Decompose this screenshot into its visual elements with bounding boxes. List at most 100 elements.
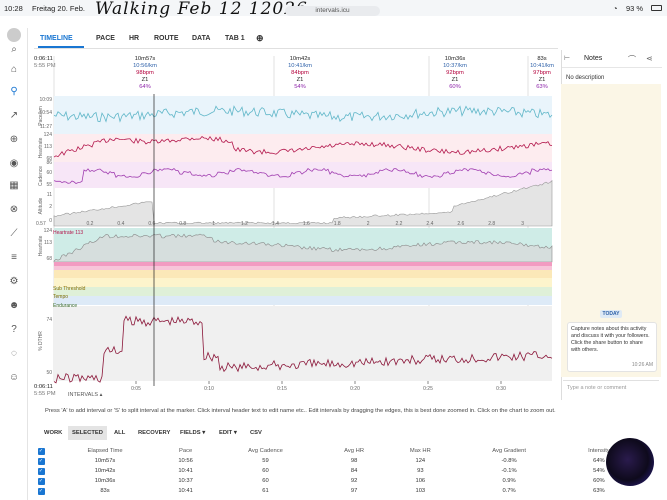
avatar[interactable] [7, 28, 21, 42]
trend-icon[interactable]: ↗ [9, 110, 19, 121]
timeline-chart[interactable]: 10:0910:5411:271241136886605511201241136… [34, 56, 556, 401]
interval-intensity: 63% [536, 84, 548, 90]
end-clock: 5:55 PM [34, 391, 56, 397]
cell: 60% [593, 478, 605, 484]
select-all-checkbox[interactable]: ✓ [37, 447, 45, 455]
csv-button[interactable]: CSV [250, 430, 262, 436]
edit-dropdown[interactable]: EDIT ▾ [219, 430, 237, 436]
cell: 10m57s [94, 458, 116, 464]
cell: 0.7% [502, 488, 516, 494]
tab-tab1[interactable]: TAB 1 [225, 35, 245, 42]
interval-zone: Z1 [141, 77, 149, 83]
recovery-button[interactable]: RECOVERY [138, 430, 171, 436]
cell: 10m36s [94, 478, 116, 484]
intervals-toggle[interactable]: INTERVALS ▴ [68, 392, 103, 398]
distance-tick: 0.2 [87, 221, 94, 227]
note-input[interactable]: Type a note or comment [563, 380, 659, 396]
end-time: 0:06:11 5:55 PM [34, 384, 56, 398]
table-row[interactable]: ✓ 10m42s 10:41 60 84 93 -0.1% 54% [34, 466, 634, 476]
face-icon[interactable]: ☺ [8, 372, 20, 383]
start-time: 0:06:11 5:55 PM [34, 56, 56, 70]
tab-pace[interactable]: PACE [96, 35, 115, 42]
tab-timeline[interactable]: TIMELINE [40, 35, 73, 42]
col-avg-hr[interactable]: Avg HR [344, 448, 365, 454]
compare-icon[interactable]: ⊗ [9, 204, 19, 215]
col-max-hr[interactable]: Max HR [409, 448, 431, 454]
distance-tick: 2 [367, 221, 370, 227]
distance-tick: 3 [521, 221, 524, 227]
table-row[interactable]: ✓ 83s 10:41 61 97 103 0.7% 63% [34, 486, 634, 496]
add-tab-icon[interactable]: ⊕ [256, 33, 264, 43]
chart-icon[interactable]: ⟋ [10, 228, 18, 239]
plus-circle-icon[interactable]: ⊕ [9, 134, 19, 145]
work-button[interactable]: WORK [44, 430, 63, 436]
share-icon[interactable]: ⋖ [646, 54, 653, 63]
all-button[interactable]: ALL [114, 430, 126, 436]
interval-zone: Z1 [538, 77, 546, 83]
panel-label: Cadence [38, 166, 44, 186]
search-list-icon[interactable]: ≡ [11, 252, 17, 263]
distance-tick: 1.6 [303, 221, 310, 227]
battery-icon [651, 5, 662, 11]
interval-header-1[interactable]: 10m57s 10:56/km 98bpm Z1 64% [120, 56, 170, 91]
interval-zone: Z1 [296, 77, 304, 83]
interval-hr: 84bpm [291, 70, 309, 76]
search-icon[interactable]: ⌕ [11, 44, 17, 55]
distance-tick: 1.2 [241, 221, 248, 227]
col-elapsed[interactable]: Elapsed Time [87, 448, 123, 454]
interval-header-3[interactable]: 10m36s 10:37/km 92bpm Z1 60% [430, 56, 480, 91]
help-icon[interactable]: ? [11, 324, 17, 335]
distance-tick: 0.4 [117, 221, 124, 227]
zone-endurance [54, 287, 552, 296]
col-intensity[interactable]: Intensity [588, 448, 610, 454]
cell: 10:41 [178, 488, 193, 494]
people-icon[interactable]: ☻ [8, 300, 20, 311]
settings-icon[interactable]: ⚙ [9, 276, 19, 287]
table-row[interactable]: ✓ 10m57s 10:56 59 98 124 -0.8% 64% [34, 456, 634, 466]
tab-hr[interactable]: HR [129, 35, 140, 42]
dthr-line [53, 315, 553, 384]
selected-button[interactable]: SELECTED [68, 426, 107, 440]
interval-duration: 10m57s [134, 56, 156, 62]
fitness-icon[interactable]: ◉ [9, 158, 19, 169]
table-row[interactable]: ✓ 10m36s 10:37 60 92 106 0.9% 60% [34, 476, 634, 486]
activity-icon[interactable]: ⚲ [10, 86, 18, 97]
attach-icon[interactable]: ⌒ [628, 55, 636, 64]
end-elapsed: 0:06:11 [34, 384, 53, 390]
cadence-tick: 55 [46, 182, 52, 188]
fields-dropdown[interactable]: FIELDS ▾ [180, 430, 206, 436]
pace-tick: 10:09 [39, 97, 52, 103]
note-time: 10:26 AM [631, 362, 653, 368]
interval-header-2[interactable]: 10m42s 10:41/km 84bpm Z1 54% [275, 56, 325, 91]
collapse-icon[interactable]: ⊢ [564, 55, 571, 62]
url-bar[interactable]: intervals.icu [285, 6, 380, 16]
interval-intensity: 60% [449, 84, 461, 90]
col-pace[interactable]: Pace [178, 448, 193, 454]
start-clock: 5:55 PM [34, 63, 56, 69]
siri-orb[interactable] [606, 438, 654, 486]
panel-label: Pace/km [38, 106, 44, 125]
tab-route[interactable]: ROUTE [154, 35, 179, 42]
no-description[interactable]: No description [566, 75, 605, 81]
zone-label-tempo: Tempo [53, 294, 69, 300]
altitude-tick: 11 [47, 192, 52, 198]
row-checkbox[interactable]: ✓ [37, 467, 45, 475]
interval-header-4[interactable]: 83s 10:41/km 97bpm Z1 63% [528, 56, 556, 91]
row-checkbox[interactable]: ✓ [37, 477, 45, 485]
zone-label-sub-threshold: Sub Threshold [53, 286, 86, 292]
col-gradient[interactable]: Avg Gradient [492, 448, 526, 454]
row-checkbox[interactable]: ✓ [37, 487, 45, 495]
col-cadence[interactable]: Avg Cadence [248, 448, 283, 454]
distance-tick: 1.8 [334, 221, 341, 227]
interval-duration: 10m36s [444, 56, 466, 62]
today-badge: TODAY [600, 310, 622, 318]
panel-label: Altitude [38, 197, 44, 214]
pace-line [53, 105, 553, 123]
interval-intensity: 54% [294, 84, 306, 90]
chat-icon[interactable]: ◌ [11, 348, 17, 359]
home-icon[interactable]: ⌂ [10, 64, 18, 75]
panel-label: Heartrate [38, 137, 44, 158]
row-checkbox[interactable]: ✓ [37, 457, 45, 465]
tab-data[interactable]: DATA [192, 35, 211, 42]
calendar-icon[interactable]: ▦ [9, 180, 19, 191]
